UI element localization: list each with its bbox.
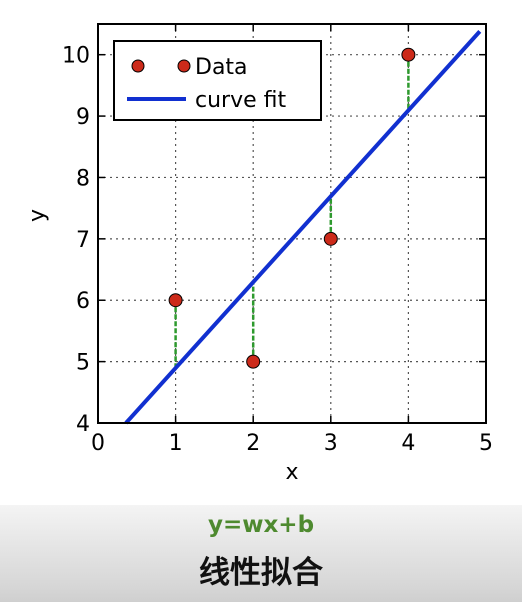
subtitle-caption: 线性拟合 — [0, 547, 522, 592]
x-tick-label: 4 — [401, 431, 415, 456]
data-point — [247, 355, 260, 368]
legend-marker-data — [132, 60, 144, 72]
y-tick-label: 5 — [76, 351, 90, 376]
y-tick-label: 9 — [76, 105, 90, 130]
data-point — [169, 294, 182, 307]
y-tick-label: 7 — [76, 228, 90, 253]
legend-marker-data — [178, 60, 190, 72]
x-tick-label: 2 — [246, 431, 260, 456]
y-tick-label: 10 — [62, 44, 90, 69]
y-tick-label: 6 — [76, 289, 90, 314]
x-axis-label: x — [285, 460, 298, 485]
chart: 0 1 2 3 4 5 4 5 6 7 8 9 10 x y Data curve fit — [0, 0, 522, 505]
y-axis-label: y — [25, 209, 50, 222]
x-tick-label: 3 — [324, 431, 338, 456]
y-tick-label: 4 — [76, 412, 90, 437]
legend: Data curve fit — [114, 41, 321, 120]
x-tick-label: 1 — [169, 431, 183, 456]
x-tick-label: 0 — [91, 431, 105, 456]
y-tick-label: 8 — [76, 166, 90, 191]
data-point — [324, 232, 337, 245]
x-tick-label: 5 — [479, 431, 493, 456]
data-point — [402, 48, 415, 61]
formula-caption: y=wx+b — [0, 512, 522, 538]
legend-label-fit: curve fit — [195, 88, 286, 113]
legend-label-data: Data — [195, 55, 248, 80]
